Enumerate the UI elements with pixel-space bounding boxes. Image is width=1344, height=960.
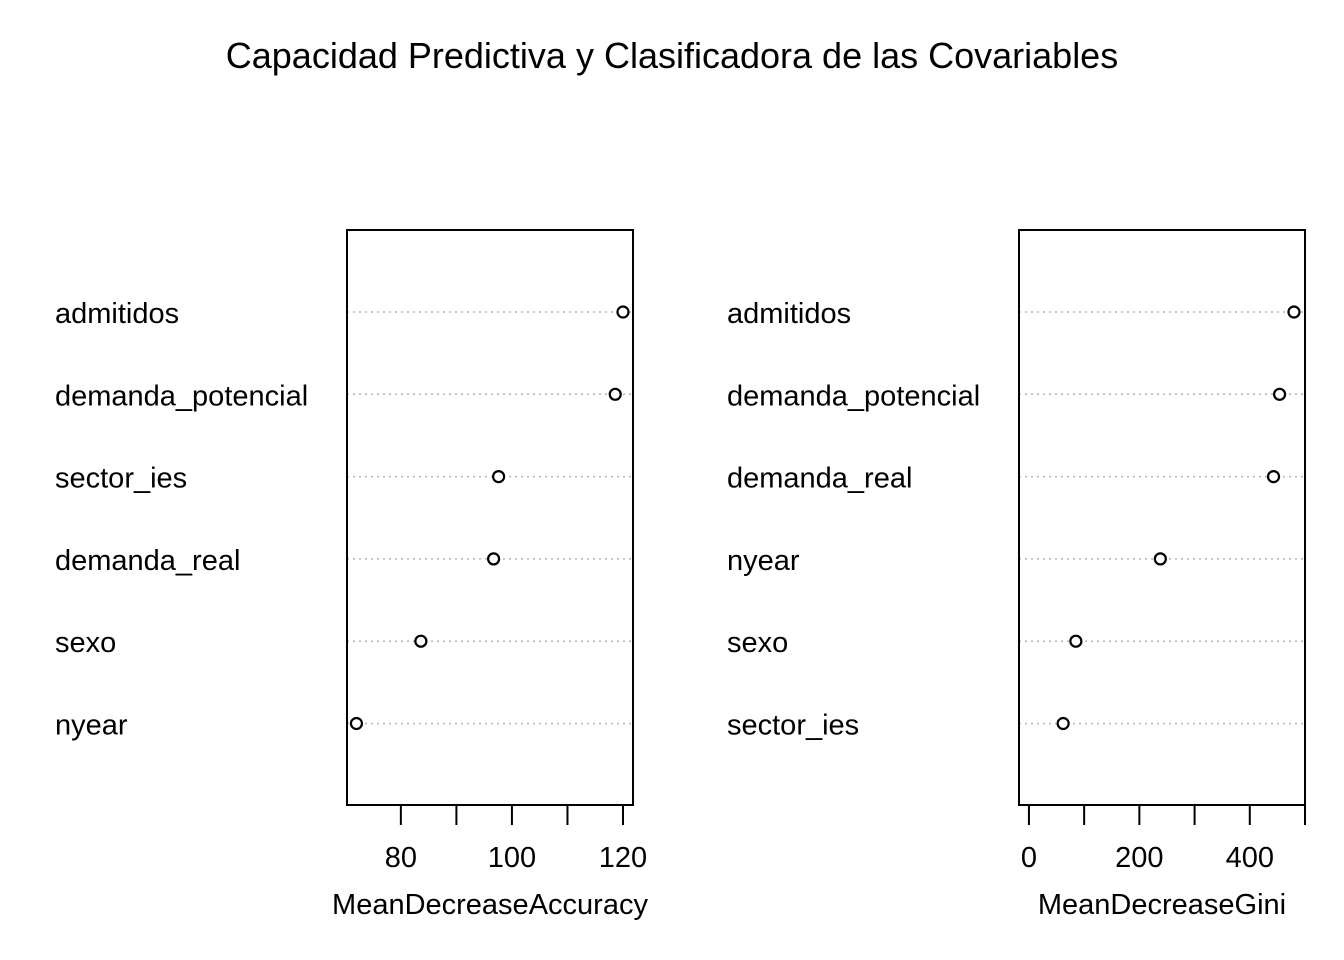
gini-row-label: sexo xyxy=(727,627,788,659)
accuracy-row-label: nyear xyxy=(55,710,128,742)
gini-point xyxy=(1069,634,1083,648)
accuracy-x-tick-label: 100 xyxy=(488,842,536,874)
accuracy-plot-frame xyxy=(346,229,634,806)
accuracy-row-label: demanda_potencial xyxy=(55,380,308,412)
gini-point xyxy=(1266,470,1281,484)
accuracy-row-label: demanda_real xyxy=(55,545,240,577)
gini-row-label: demanda_real xyxy=(727,463,912,495)
gini-row-label: nyear xyxy=(727,545,800,577)
accuracy-x-axis-title: MeanDecreaseAccuracy xyxy=(332,889,648,921)
accuracy-point xyxy=(414,634,428,648)
accuracy-point xyxy=(616,305,630,319)
accuracy-x-tick-label: 120 xyxy=(599,842,647,874)
gini-row-label: demanda_potencial xyxy=(727,380,980,412)
accuracy-row-label: sexo xyxy=(55,627,116,659)
chart-title: Capacidad Predictiva y Clasificadora de … xyxy=(226,35,1118,76)
gini-x-tick-label: 200 xyxy=(1115,842,1163,874)
gini-row-label: admitidos xyxy=(727,298,851,330)
accuracy-point xyxy=(608,387,622,401)
accuracy-point xyxy=(349,716,364,731)
gini-point xyxy=(1287,305,1301,319)
gini-panel: admitidos demanda_potencial demanda_realny… xyxy=(727,229,1306,921)
gini-x-axis-title: MeanDecreaseGini xyxy=(1038,889,1286,921)
gini-x-tick-label: 0 xyxy=(1021,842,1037,874)
accuracy-x-tick-label: 80 xyxy=(385,842,417,874)
accuracy-point xyxy=(492,470,506,484)
accuracy-row-label: admitidos xyxy=(55,298,179,330)
gini-row-label: sector_ies xyxy=(727,710,859,742)
gini-x-tick-label: 400 xyxy=(1226,842,1274,874)
accuracy-row-label: sector_ies xyxy=(55,463,187,495)
accuracy-point xyxy=(487,552,501,566)
gini-point xyxy=(1056,716,1070,731)
gini-point xyxy=(1273,387,1287,401)
gini-point xyxy=(1153,552,1167,566)
accuracy-panel: admitidos demanda_potencial sector_iesdema… xyxy=(55,229,648,921)
